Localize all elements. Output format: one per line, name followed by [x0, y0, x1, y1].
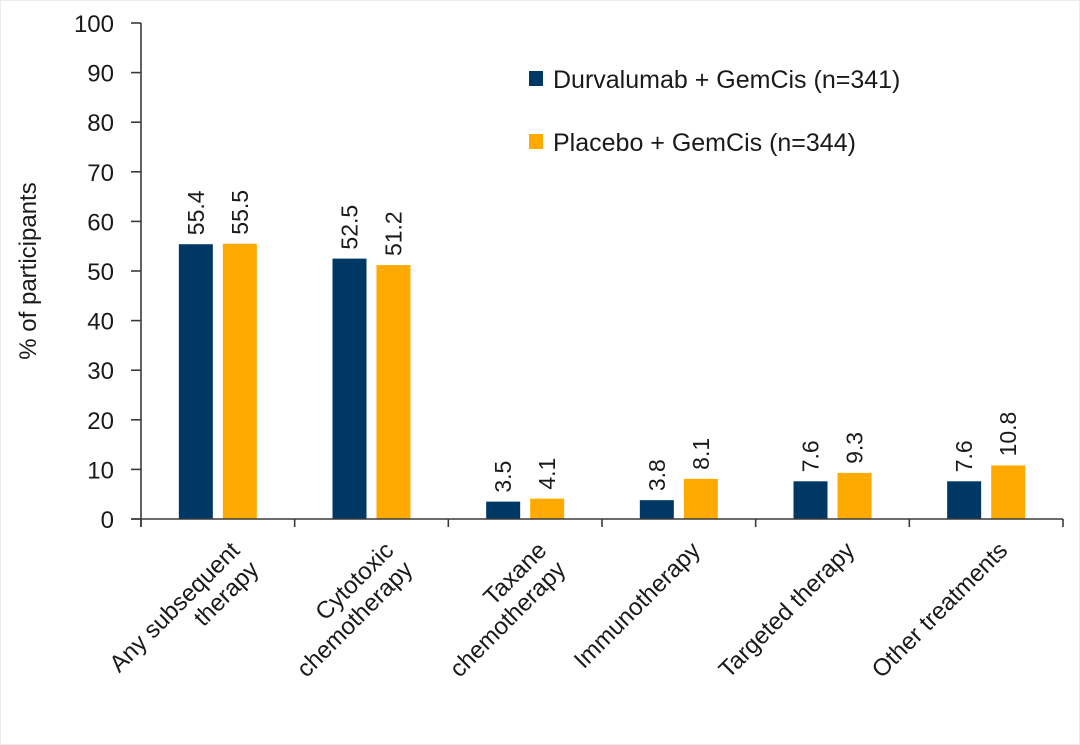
bar-placebo: [222, 243, 257, 519]
y-axis-ticks: 0 10 20 30 40 50 60 70 80 90 100: [74, 11, 141, 534]
bar-durvalumab: [639, 500, 674, 519]
legend-item-durvalumab: Durvalumab + GemCis (n=341): [529, 66, 900, 94]
bar-placebo: [837, 472, 872, 519]
data-label: 4.1: [534, 458, 560, 490]
bar-placebo: [991, 465, 1026, 519]
bar-durvalumab: [793, 481, 828, 519]
y-tick-label: 0: [101, 507, 114, 534]
y-tick-label: 60: [87, 209, 114, 236]
data-label: 3.8: [644, 459, 670, 491]
bar-durvalumab: [486, 501, 521, 519]
y-tick-label: 70: [87, 160, 114, 187]
legend-swatch-durvalumab: [529, 71, 543, 86]
data-label: 55.4: [183, 190, 209, 235]
y-tick-label: 80: [87, 110, 114, 137]
data-labels: 55.4 55.5 52.5 51.2 3.5 4.1 3.8 8.1 7.6 9.3 7.6 10.…: [183, 190, 1021, 493]
bar-placebo: [683, 478, 718, 519]
bar-durvalumab: [332, 258, 367, 519]
y-tick-label: 10: [87, 457, 114, 484]
data-label: 7.6: [798, 440, 824, 472]
y-tick-label: 90: [87, 61, 114, 88]
bar-placebo: [530, 498, 565, 519]
data-label: 10.8: [995, 412, 1021, 457]
y-tick-label: 30: [87, 358, 114, 385]
y-tick-label: 40: [87, 309, 114, 336]
y-tick-label: 100: [74, 11, 114, 38]
bar-placebo: [376, 265, 411, 519]
y-axis-title: % of participants: [15, 182, 42, 359]
x-axis-ticks: [140, 519, 1064, 527]
data-label: 52.5: [337, 205, 363, 250]
bar-durvalumab: [178, 244, 213, 519]
bars: [178, 243, 1026, 519]
data-label: 51.2: [381, 211, 407, 256]
data-label: 9.3: [842, 432, 868, 464]
data-label: 8.1: [688, 438, 714, 470]
legend: Durvalumab + GemCis (n=341) Placebo + Ge…: [529, 66, 900, 157]
legend-label-durvalumab: Durvalumab + GemCis (n=341): [553, 66, 900, 94]
data-label: 3.5: [490, 461, 516, 493]
legend-swatch-placebo: [529, 134, 543, 149]
data-label: 55.5: [227, 190, 253, 235]
data-label: 7.6: [951, 440, 977, 472]
y-tick-label: 50: [87, 259, 114, 286]
legend-item-placebo: Placebo + GemCis (n=344): [529, 129, 856, 157]
y-tick-label: 20: [87, 408, 114, 435]
bar-durvalumab: [947, 481, 982, 519]
legend-label-placebo: Placebo + GemCis (n=344): [553, 129, 856, 157]
